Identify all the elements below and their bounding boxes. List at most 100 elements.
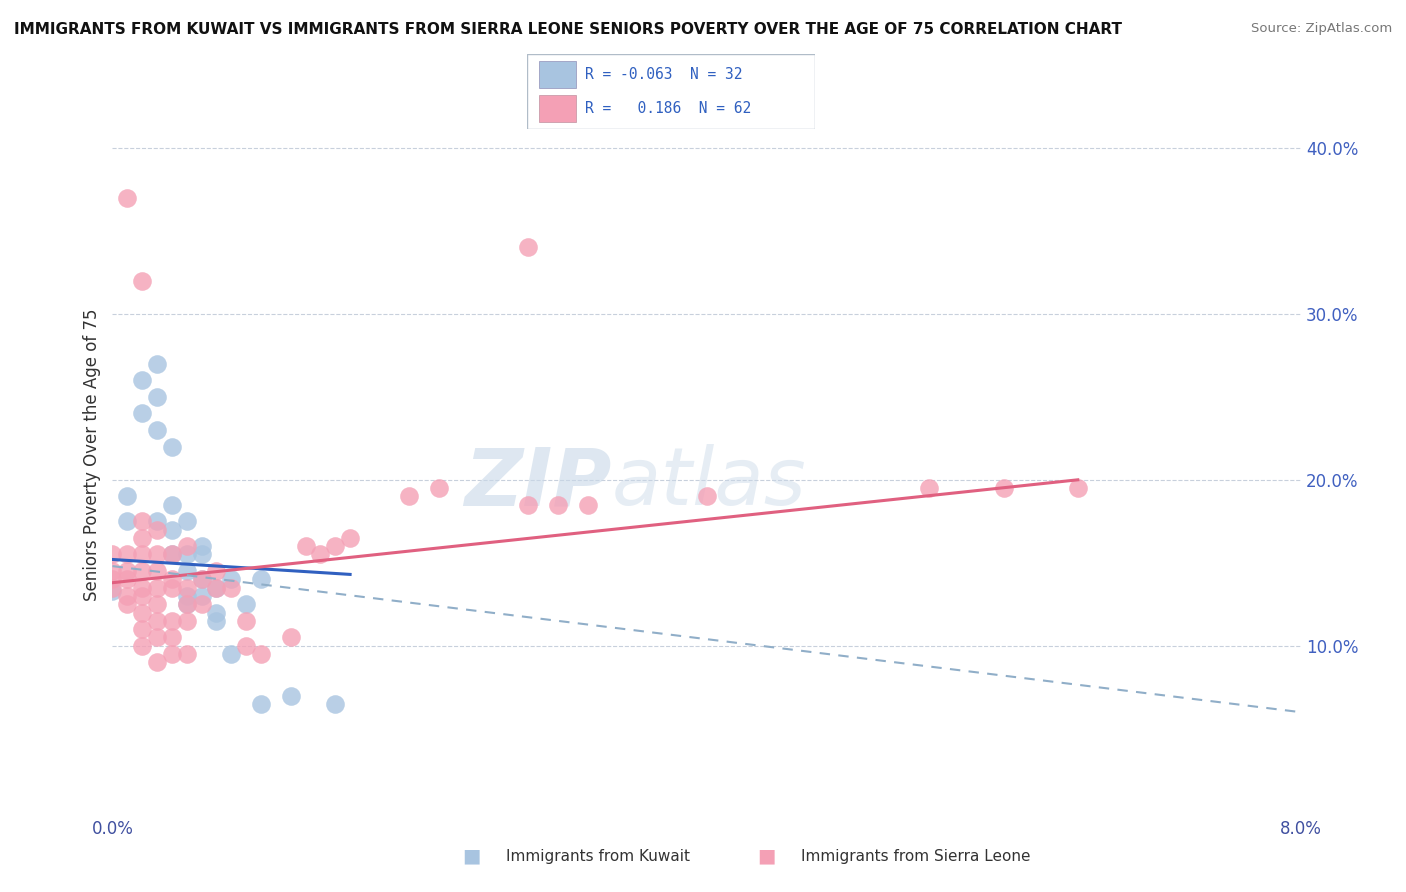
Point [146,581,169,595]
Point [146,564,169,578]
Point [323,539,346,553]
Point [131,406,153,420]
Point [190,597,212,611]
Point [160,631,183,645]
Text: ZIP: ZIP [464,444,612,523]
Point [146,656,169,670]
Point [250,647,273,661]
Text: IMMIGRANTS FROM KUWAIT VS IMMIGRANTS FROM SIERRA LEONE SENIORS POVERTY OVER THE : IMMIGRANTS FROM KUWAIT VS IMMIGRANTS FRO… [14,22,1122,37]
Point [323,697,346,711]
Point [176,548,198,562]
Point [146,390,169,404]
Point [117,514,139,528]
Point [117,597,139,611]
Point [131,589,153,603]
Point [101,573,124,587]
Point [309,548,332,562]
Point [146,357,169,371]
Point [160,523,183,537]
Point [117,548,139,562]
Point [176,614,198,628]
Point [205,606,228,620]
Point [101,584,124,599]
Point [205,564,228,578]
Point [131,531,153,545]
Point [160,440,183,454]
Point [117,589,139,603]
Point [160,581,183,595]
Point [235,639,257,653]
Point [176,647,198,661]
Text: ■: ■ [756,847,776,866]
Point [131,639,153,653]
Point [398,490,420,504]
Point [176,564,198,578]
Point [160,573,183,587]
Point [131,606,153,620]
Point [339,531,361,545]
Point [294,539,316,553]
Point [160,614,183,628]
Point [205,614,228,628]
Point [101,548,124,562]
Bar [538,62,576,87]
Point [517,240,540,254]
Point [101,564,124,578]
Point [117,191,139,205]
Point [176,581,198,595]
Text: Immigrants from Kuwait: Immigrants from Kuwait [506,849,690,863]
Point [517,498,540,512]
Point [190,548,212,562]
Point [696,490,718,504]
Point [250,697,273,711]
Point [160,647,183,661]
Text: R = -0.063  N = 32: R = -0.063 N = 32 [585,67,742,82]
Point [190,539,212,553]
Point [280,631,302,645]
Text: Immigrants from Sierra Leone: Immigrants from Sierra Leone [801,849,1031,863]
Point [176,597,198,611]
Point [205,581,228,595]
Point [190,573,212,587]
Text: Source: ZipAtlas.com: Source: ZipAtlas.com [1251,22,1392,36]
Text: R =   0.186  N = 62: R = 0.186 N = 62 [585,101,751,116]
Point [993,481,1015,495]
Point [219,573,243,587]
Point [146,631,169,645]
Point [576,498,599,512]
FancyBboxPatch shape [527,54,815,129]
Point [146,423,169,437]
Point [250,573,273,587]
Point [146,597,169,611]
Point [131,564,153,578]
Point [235,614,257,628]
Point [235,597,257,611]
Y-axis label: Seniors Poverty Over the Age of 75: Seniors Poverty Over the Age of 75 [83,309,101,601]
Bar [538,95,576,122]
Point [117,564,139,578]
Point [547,498,569,512]
Text: ■: ■ [461,847,481,866]
Point [219,647,243,661]
Point [146,548,169,562]
Point [280,689,302,703]
Point [131,274,153,288]
Point [190,573,212,587]
Point [427,481,450,495]
Point [160,548,183,562]
Point [205,581,228,595]
Point [918,481,941,495]
Point [117,573,139,587]
Point [160,498,183,512]
Point [131,622,153,636]
Point [131,514,153,528]
Point [117,490,139,504]
Point [146,514,169,528]
Point [1067,481,1090,495]
Point [176,514,198,528]
Point [146,523,169,537]
Point [160,548,183,562]
Point [101,581,124,595]
Point [131,373,153,387]
Point [219,581,243,595]
